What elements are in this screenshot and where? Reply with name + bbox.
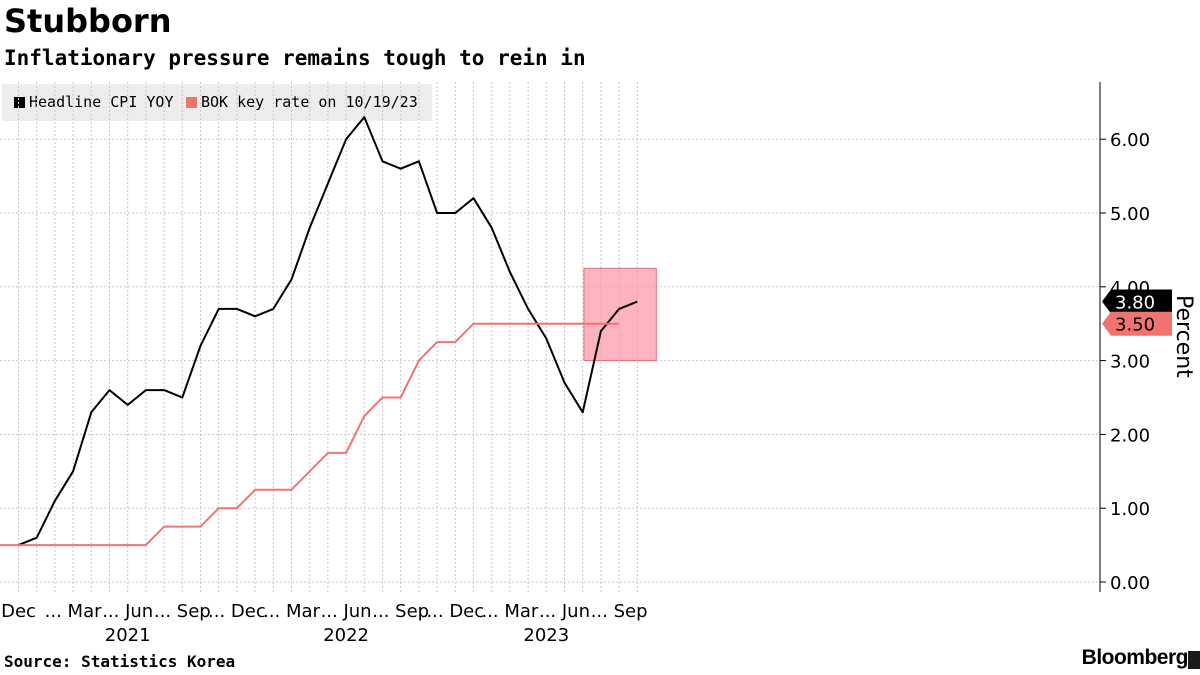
x-tick-label: ... Jun — [539, 601, 590, 622]
cpi-series-line — [18, 116, 638, 547]
highlight-box — [583, 267, 657, 362]
x-year-label: 2023 — [523, 625, 569, 646]
y-tick-label: 2.00 — [1110, 425, 1150, 446]
y-tick-label: 5.00 — [1110, 204, 1150, 225]
rate-last-value-tag-label: 3.50 — [1115, 315, 1155, 336]
y-tick-label: 0.00 — [1110, 573, 1150, 594]
x-tick-label: ... Jun — [321, 601, 372, 622]
y-tick-label: 1.00 — [1110, 499, 1150, 520]
x-tick-label: ... Sep — [372, 601, 429, 622]
y-tick-label: 4.00 — [1110, 278, 1150, 299]
rate-series-line — [0, 322, 620, 547]
rate-last-value-tag — [1102, 311, 1172, 336]
x-tick-label: ... Jun — [102, 601, 153, 622]
y-tick-label: 3.00 — [1110, 352, 1150, 373]
legend: Headline CPI YOY BOK key rate on 10/19/2… — [2, 84, 432, 121]
source-note: Source: Statistics Korea — [4, 652, 236, 671]
legend-label-rate: BOK key rate on 10/19/23 — [201, 93, 418, 111]
x-tick-label: ... Mar — [45, 601, 102, 622]
chart-subtitle: Inflationary pressure remains tough to r… — [4, 46, 586, 70]
x-tick-label: ... Dec — [426, 601, 484, 622]
x-tick-label: ... Mar — [263, 601, 320, 622]
x-year-label: 2021 — [105, 625, 151, 646]
legend-swatch-rate — [186, 97, 197, 108]
x-year-label: 2022 — [323, 625, 369, 646]
chart-title: Stubborn — [4, 2, 172, 40]
bloomberg-logo: Bloomberg — [1081, 646, 1189, 669]
x-tick-label: Dec — [1, 601, 36, 622]
legend-label-cpi: Headline CPI YOY — [29, 93, 174, 111]
legend-swatch-cpi — [14, 97, 25, 108]
y-tick-label: 6.00 — [1110, 130, 1150, 151]
x-tick-label: ... Mar — [481, 601, 538, 622]
x-tick-label: ... Dec — [208, 601, 266, 622]
x-tick-label: ... Sep — [154, 601, 211, 622]
x-tick-label: ... Sep — [591, 601, 648, 622]
cpi-last-value-tag-label: 3.80 — [1115, 293, 1155, 314]
cpi-last-value-tag — [1102, 289, 1172, 314]
y-axis-title: Percent — [1171, 295, 1196, 378]
bloomberg-mark-icon — [1188, 651, 1200, 669]
